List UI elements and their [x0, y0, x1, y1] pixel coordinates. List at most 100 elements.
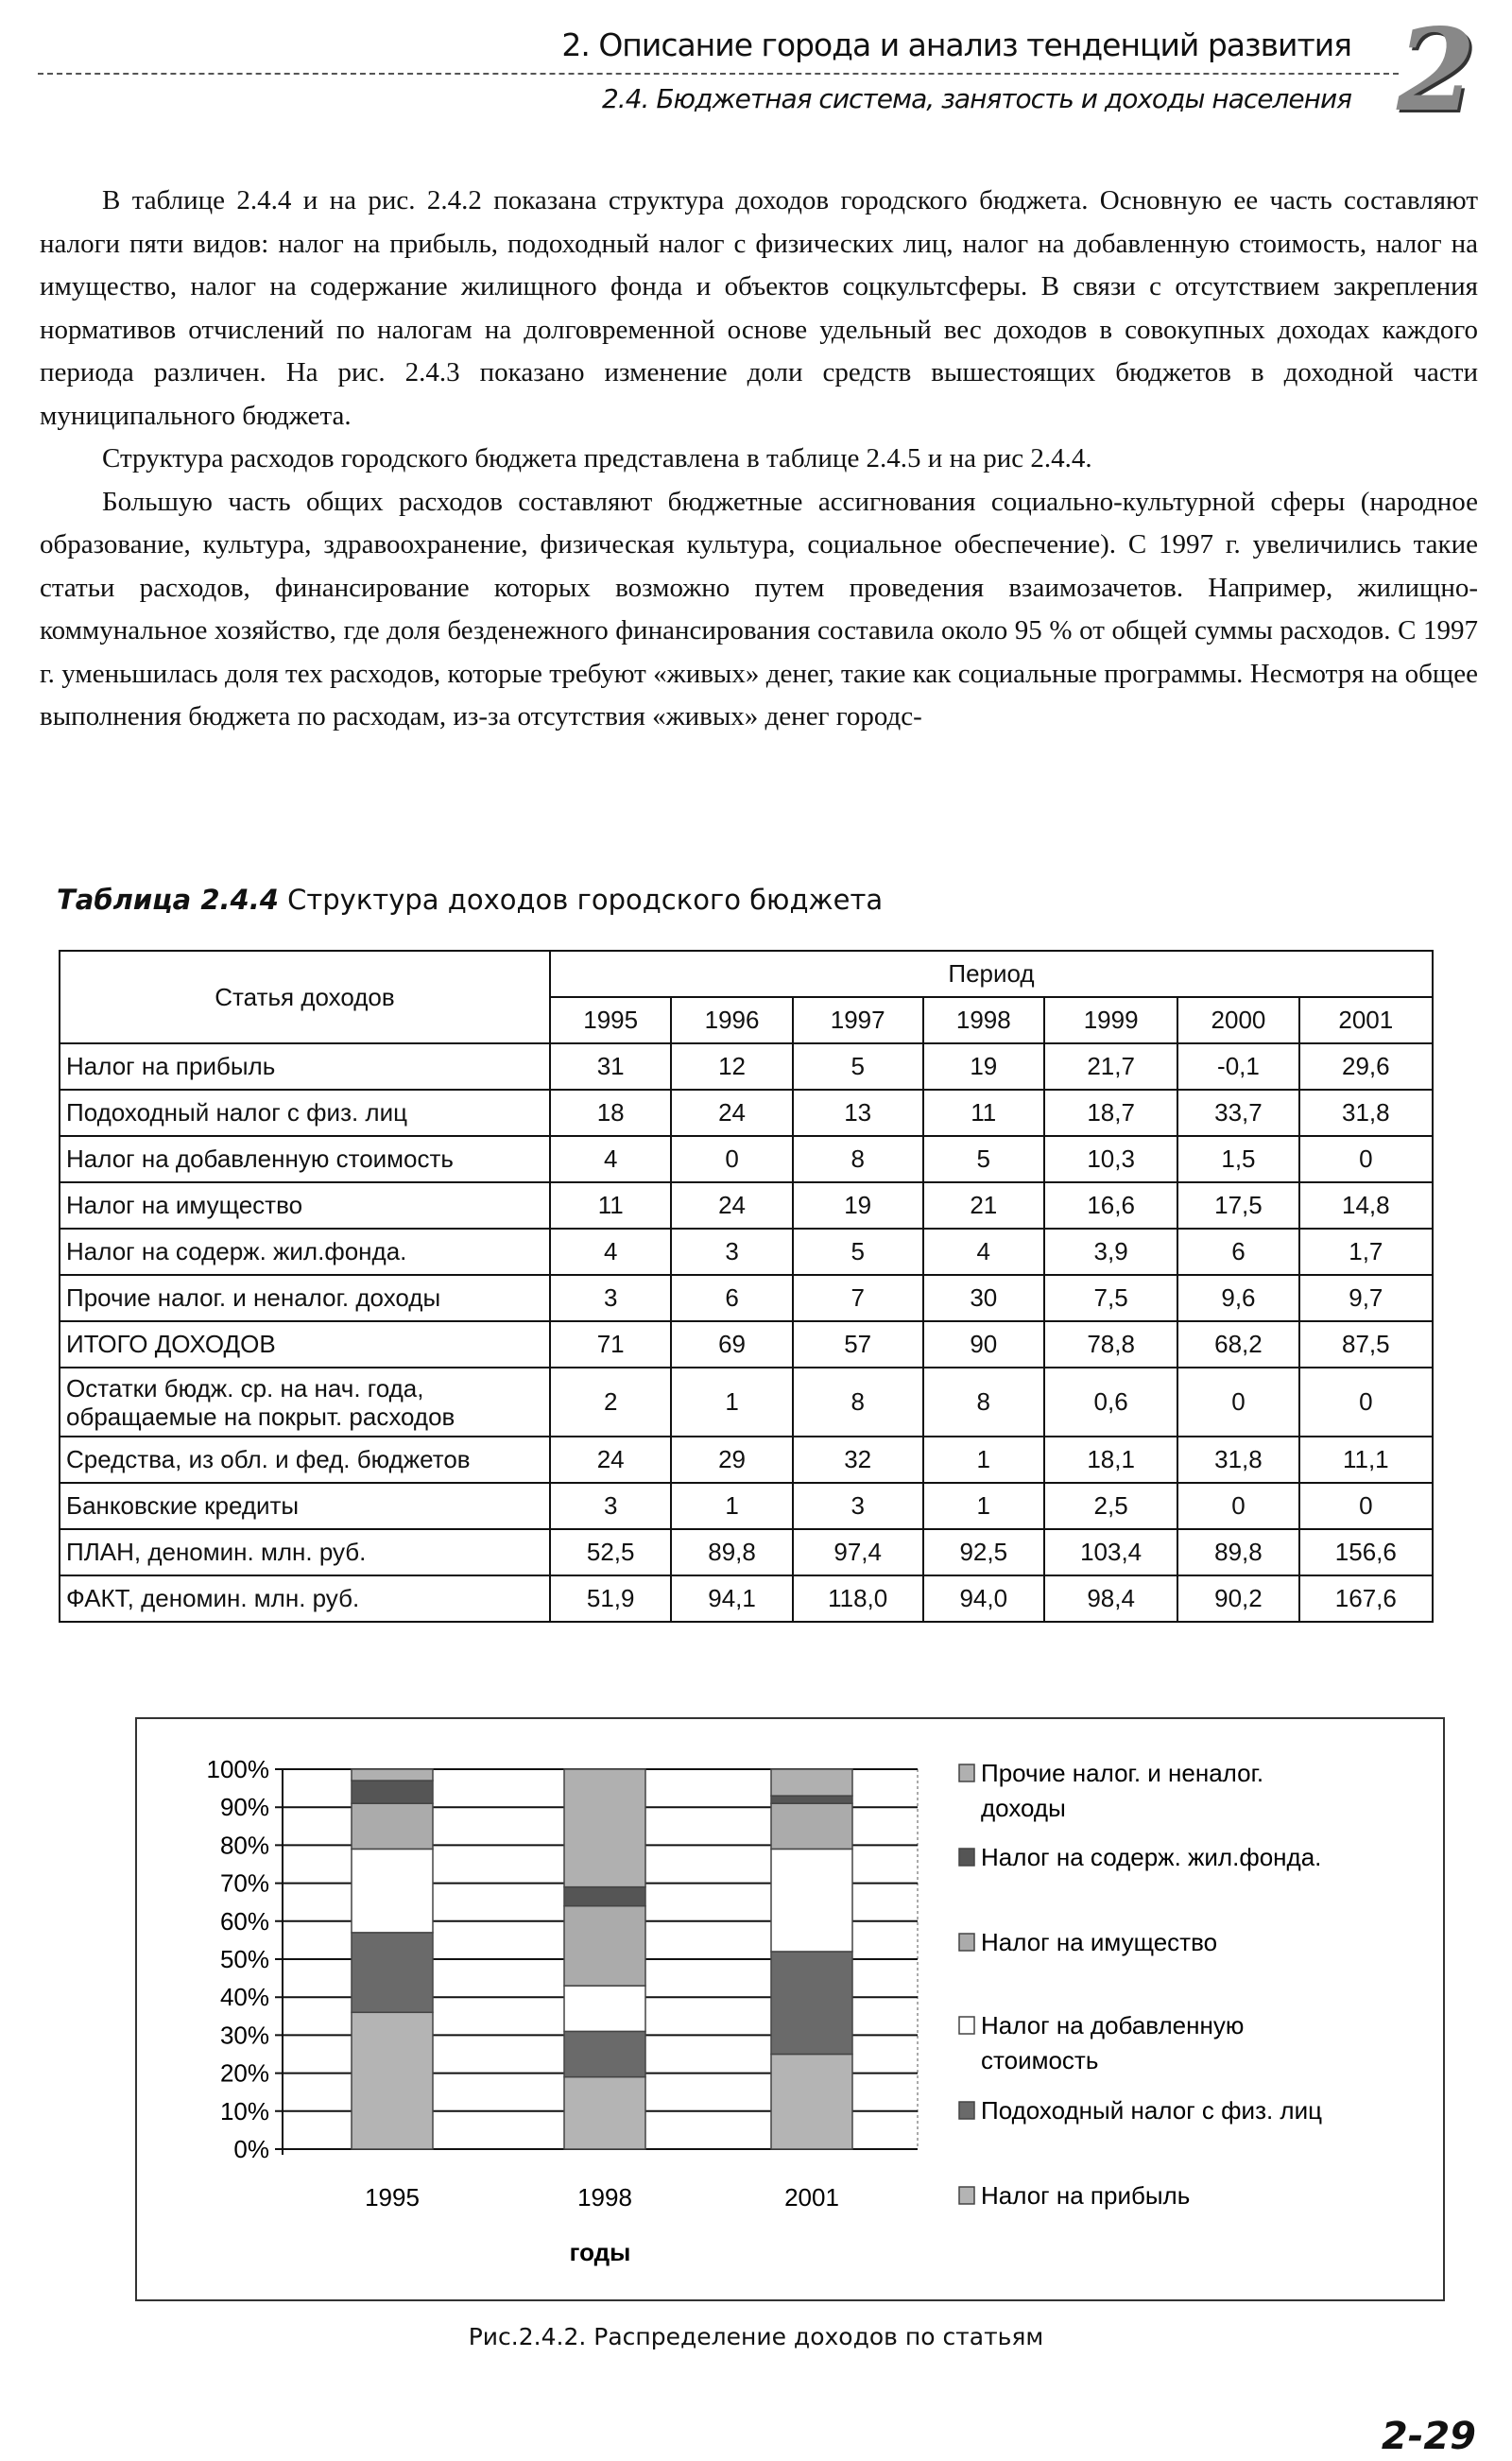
table-row: Налог на содерж. жил.фонда. 4 3 5 4 3,9 6 1,7	[59, 1228, 1435, 1276]
table-cell: 78,8	[1042, 1320, 1179, 1368]
row-label: ИТОГО ДОХОДОВ	[59, 1320, 551, 1368]
table-cell: 21,7	[1042, 1042, 1179, 1091]
table-cell: 7,5	[1042, 1274, 1179, 1322]
figure-caption: Рис.2.4.2. Распределение доходов по стат…	[468, 2323, 1044, 2350]
table-cell: 7	[791, 1274, 924, 1322]
bar-segment	[351, 1848, 434, 1934]
table-cell: 24	[670, 1089, 794, 1137]
legend-swatch	[958, 1848, 975, 1867]
bar-segment	[351, 2011, 434, 2150]
y-tick-label: 100%	[207, 1755, 270, 1783]
table-cell: 1	[921, 1482, 1045, 1530]
year-header: 1998	[921, 996, 1045, 1044]
section-title: 2.4. Бюджетная система, занятость и дохо…	[601, 83, 1352, 114]
table-cell: 8	[791, 1135, 924, 1183]
table-caption-text: Структура доходов городского бюджета	[278, 884, 884, 916]
bar-segment	[351, 1932, 434, 2014]
table-cell: 32	[791, 1436, 924, 1484]
row-label: ПЛАН, деномин. млн. руб.	[59, 1528, 551, 1576]
table-cell: 52,5	[548, 1528, 673, 1576]
table-row: Налог на имущество 11 24 19 21 16,6 17,5 14,8	[59, 1181, 1435, 1230]
row-label: Налог на прибыль	[59, 1042, 551, 1091]
y-tick-label: 10%	[220, 2097, 269, 2125]
legend-label: Подоходный налог с физ. лиц	[981, 2096, 1322, 2125]
row-header: Статья доходов	[59, 950, 551, 1044]
table-cell: 98,4	[1042, 1575, 1179, 1623]
table-cell: 1,5	[1177, 1135, 1300, 1183]
chapter-title: 2. Описание города и анализ тенденций ра…	[561, 26, 1352, 63]
table-cell: 29,6	[1297, 1042, 1435, 1091]
table-cell: 92,5	[921, 1528, 1045, 1576]
bar-segment	[770, 1802, 853, 1850]
year-header: 1995	[548, 996, 673, 1044]
bar-segment	[770, 1768, 853, 1797]
legend-swatch	[958, 1764, 975, 1782]
table-row: Налог на добавленную стоимость 4 0 8 5 10,3 1,…	[59, 1135, 1435, 1183]
table-cell: 2,5	[1042, 1482, 1179, 1530]
bar-segment	[770, 2053, 853, 2150]
bar-segment	[770, 1848, 853, 1953]
table-cell: 3	[791, 1482, 924, 1530]
table-cell: 89,8	[670, 1528, 794, 1576]
bar-segment	[563, 1985, 646, 2033]
legend-swatch	[958, 2186, 975, 2205]
y-tick-label: 50%	[220, 1945, 269, 1973]
bar-segment	[563, 2075, 646, 2150]
table-cell: 17,5	[1177, 1181, 1300, 1230]
table-cell: 16,6	[1042, 1181, 1179, 1230]
year-header: 1997	[791, 996, 924, 1044]
paragraph: Структура расходов городского бюджета пр…	[102, 443, 1092, 473]
bar-segment	[351, 1802, 434, 1850]
table-row: Остатки бюдж. ср. на нач. года, обращаем…	[59, 1367, 1435, 1437]
year-header: 1996	[670, 996, 794, 1044]
table-cell: -0,1	[1177, 1042, 1300, 1091]
table-cell: 103,4	[1042, 1528, 1179, 1576]
table-cell: 0	[670, 1135, 794, 1183]
row-label: Налог на имущество	[59, 1181, 551, 1230]
table-cell: 94,0	[921, 1575, 1045, 1623]
table-cell: 0	[1177, 1367, 1300, 1437]
table-cell: 30	[921, 1274, 1045, 1322]
body-text: В таблице 2.4.4 и на рис. 2.4.2 показана…	[40, 180, 1478, 739]
table-cell: 4	[921, 1228, 1045, 1276]
table-cell: 0	[1297, 1135, 1435, 1183]
legend-label: Налог на имущество	[981, 1928, 1217, 1956]
legend-label: доходы	[981, 1794, 1066, 1822]
bar-segment	[563, 1904, 646, 1987]
table-cell: 0,6	[1042, 1367, 1179, 1437]
table-cell: 29	[670, 1436, 794, 1484]
table-cell: 118,0	[791, 1575, 924, 1623]
table-cell: 156,6	[1297, 1528, 1435, 1576]
bar-segment	[563, 1885, 646, 1907]
table-cell: 87,5	[1297, 1320, 1435, 1368]
legend-swatch	[958, 1933, 975, 1952]
table-cell: 3	[548, 1482, 673, 1530]
row-label: ФАКТ, деномин. млн. руб.	[59, 1575, 551, 1623]
table-cell: 11	[548, 1181, 673, 1230]
y-tick-label: 60%	[220, 1907, 269, 1936]
y-tick-label: 20%	[220, 2059, 269, 2088]
legend-swatch	[958, 2016, 975, 2035]
table-cell: 18,1	[1042, 1436, 1179, 1484]
page-number: 2-29	[1381, 2415, 1476, 2458]
legend-label: Налог на содерж. жил.фонда.	[981, 1843, 1321, 1871]
table-cell: 19	[791, 1181, 924, 1230]
table-cell: 1	[670, 1482, 794, 1530]
row-label: Прочие налог. и неналог. доходы	[59, 1274, 551, 1322]
y-tick-label: 40%	[220, 1983, 269, 2011]
y-tick-label: 30%	[220, 2021, 269, 2049]
header-divider	[38, 73, 1399, 75]
table-cell: 12	[670, 1042, 794, 1091]
y-tick-label: 0%	[233, 2135, 269, 2163]
table-cell: 90,2	[1177, 1575, 1300, 1623]
table-row: Подоходный налог с физ. лиц 18 24 13 11 18,7 3…	[59, 1089, 1435, 1137]
table-cell: 1,7	[1297, 1228, 1435, 1276]
chart-frame: 0% 10% 20% 30% 40% 50% 60% 70% 80% 90% 100% 1995 199…	[135, 1717, 1445, 2301]
legend-swatch	[958, 2101, 975, 2120]
table-cell: 19	[921, 1042, 1045, 1091]
table-cell: 31,8	[1177, 1436, 1300, 1484]
table-cell: 68,2	[1177, 1320, 1300, 1368]
legend-label: Прочие налог. и неналог.	[981, 1759, 1263, 1787]
table-cell: 0	[1177, 1482, 1300, 1530]
chapter-badge: 2	[1397, 4, 1476, 137]
